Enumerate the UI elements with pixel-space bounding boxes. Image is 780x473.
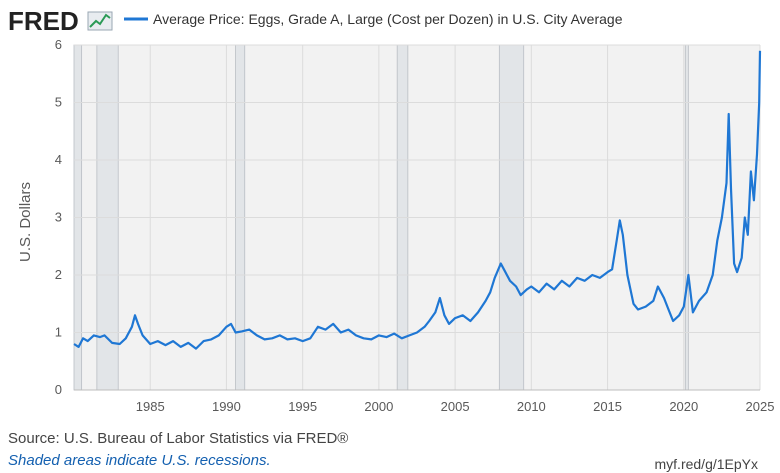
y-tick-label: 6 <box>55 37 62 52</box>
series-layer <box>73 50 762 350</box>
y-tick-label: 2 <box>55 267 62 282</box>
x-tick-label: 2025 <box>746 399 775 414</box>
y-tick-label: 1 <box>55 325 62 340</box>
x-tick-label: 1990 <box>212 399 241 414</box>
y-tick-label: 4 <box>55 152 62 167</box>
header: FRED Average Price: Eggs, Grade A, Large… <box>8 6 623 36</box>
y-axis-ticks: 0 1 2 3 4 5 6 <box>55 37 62 397</box>
source-text: Source: U.S. Bureau of Labor Statistics … <box>8 430 349 447</box>
short-link[interactable]: myf.red/g/1EpYx <box>654 456 759 472</box>
y-tick-label: 0 <box>55 382 62 397</box>
y-tick-label: 5 <box>55 95 62 110</box>
x-tick-label: 2020 <box>669 399 698 414</box>
gridlines <box>74 44 761 391</box>
fred-logo-icon <box>87 11 113 31</box>
x-tick-label: 1995 <box>288 399 317 414</box>
x-tick-label: 2015 <box>593 399 622 414</box>
x-axis-ticks: 1985 1990 1995 2000 2005 2010 2015 2020 2025 <box>136 399 775 414</box>
y-axis-label: U.S. Dollars <box>17 182 34 262</box>
y-tick-label: 3 <box>55 210 62 225</box>
x-tick-label: 2000 <box>364 399 393 414</box>
x-tick-label: 2010 <box>517 399 546 414</box>
recession-note: Shaded areas indicate U.S. recessions. <box>8 452 271 469</box>
fred-logo-text: FRED <box>8 6 79 36</box>
series-line <box>73 50 762 350</box>
series-title: Average Price: Eggs, Grade A, Large (Cos… <box>153 11 623 27</box>
x-tick-label: 1985 <box>136 399 165 414</box>
x-tick-label: 2005 <box>441 399 470 414</box>
